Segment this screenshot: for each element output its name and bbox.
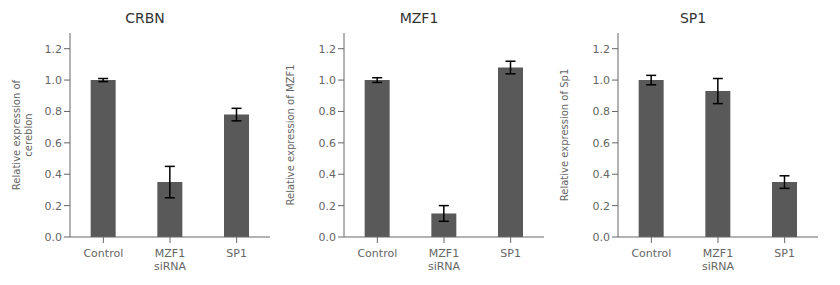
svg-text:0.6: 0.6 <box>319 137 337 150</box>
svg-text:1.0: 1.0 <box>319 74 337 87</box>
svg-text:0.4: 0.4 <box>319 168 337 181</box>
svg-text:MZF1siRNA: MZF1siRNA <box>702 247 735 273</box>
svg-text:0.6: 0.6 <box>45 137 63 150</box>
svg-text:Control: Control <box>357 247 397 260</box>
svg-text:0.4: 0.4 <box>45 168 63 181</box>
svg-text:Control: Control <box>631 247 671 260</box>
svg-text:0.0: 0.0 <box>319 231 337 244</box>
svg-text:Relative expression of MZF1: Relative expression of MZF1 <box>285 64 296 205</box>
svg-text:0.2: 0.2 <box>593 200 611 213</box>
svg-text:Control: Control <box>83 247 123 260</box>
html-text:SP1: SP1 <box>679 10 707 26</box>
svg-text:Relative expression ofcereblon: Relative expression ofcereblon <box>11 79 34 190</box>
svg-text:0.8: 0.8 <box>45 105 63 118</box>
svg-text:SP1: SP1 <box>226 247 247 260</box>
html-text:CRBN: CRBN <box>125 10 165 26</box>
svg-text:0.0: 0.0 <box>593 231 611 244</box>
svg-text:MZF1siRNA: MZF1siRNA <box>154 247 187 273</box>
svg-text:1.2: 1.2 <box>45 43 63 56</box>
svg-text:SP1: SP1 <box>500 247 521 260</box>
svg-text:1.0: 1.0 <box>593 74 611 87</box>
svg-text:0.8: 0.8 <box>593 105 611 118</box>
svg-text:Relative expression of Sp1: Relative expression of Sp1 <box>559 69 570 202</box>
svg-text:0.8: 0.8 <box>319 105 337 118</box>
svg-text:0.2: 0.2 <box>319 200 337 213</box>
svg-text:0.4: 0.4 <box>593 168 611 181</box>
svg-text:0.0: 0.0 <box>45 231 63 244</box>
svg-text:0.2: 0.2 <box>45 200 63 213</box>
svg-text:SP1: SP1 <box>774 247 795 260</box>
svg-text:MZF1siRNA: MZF1siRNA <box>428 247 461 273</box>
svg-text:1.0: 1.0 <box>45 74 63 87</box>
svg-text:1.2: 1.2 <box>319 43 337 56</box>
svg-text:0.6: 0.6 <box>593 137 611 150</box>
html-text:MZF1: MZF1 <box>399 10 439 26</box>
svg-text:1.2: 1.2 <box>593 43 611 56</box>
